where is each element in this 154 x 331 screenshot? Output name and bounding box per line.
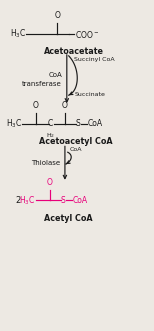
Text: H$_3$C: H$_3$C <box>6 118 22 130</box>
Text: CoA: CoA <box>70 147 82 152</box>
Text: Succinate: Succinate <box>74 92 105 97</box>
Text: Thiolase: Thiolase <box>31 160 60 166</box>
Text: H$_3$C: H$_3$C <box>10 28 26 40</box>
Text: CoA: CoA <box>73 196 88 205</box>
Text: O: O <box>47 178 53 187</box>
Text: COO$^-$: COO$^-$ <box>75 29 100 40</box>
Text: Acetoacetate: Acetoacetate <box>43 47 103 56</box>
Text: CoA: CoA <box>48 72 62 78</box>
Text: 2: 2 <box>16 196 21 205</box>
Text: Succinyl CoA: Succinyl CoA <box>74 57 115 62</box>
Text: Acetyl CoA: Acetyl CoA <box>44 214 93 223</box>
Text: H$_2$: H$_2$ <box>46 132 55 140</box>
Text: O: O <box>62 101 68 110</box>
Text: CoA: CoA <box>88 119 103 128</box>
Text: S: S <box>61 196 65 205</box>
Text: S: S <box>76 119 81 128</box>
Text: O: O <box>54 12 60 21</box>
Text: Acetoacetyl CoA: Acetoacetyl CoA <box>39 137 113 147</box>
Text: transferase: transferase <box>22 81 62 87</box>
Text: C: C <box>48 119 53 128</box>
Text: O: O <box>33 101 38 110</box>
Text: H$_3$C: H$_3$C <box>19 194 36 207</box>
